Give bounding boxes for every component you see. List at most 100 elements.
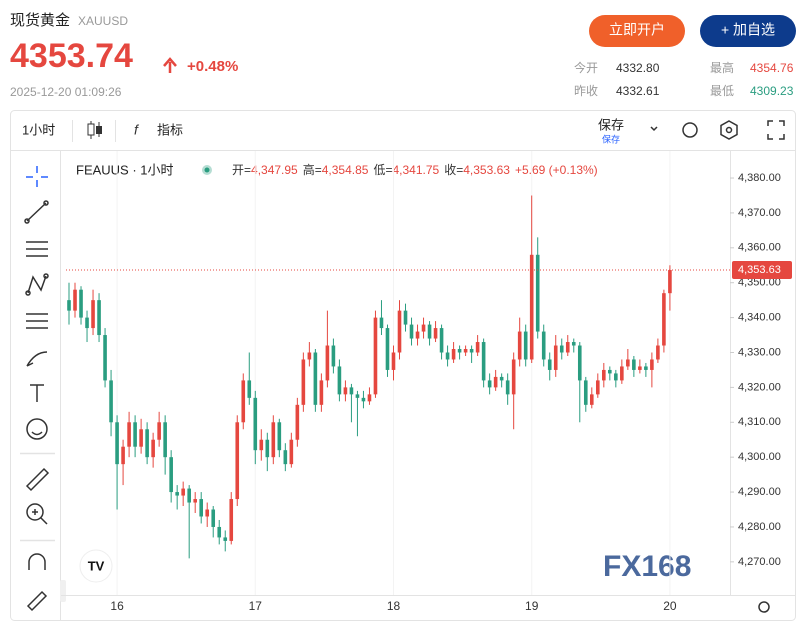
y-tick-label: 4,290.00 — [738, 486, 781, 498]
candle-body — [523, 331, 528, 360]
candle-body — [463, 349, 468, 353]
symbol: XAUUSD — [78, 14, 128, 28]
y-tick-label: 4,320.00 — [738, 381, 781, 393]
candle-body — [253, 397, 258, 451]
candle-body — [608, 369, 612, 374]
candle-body — [529, 254, 534, 360]
svg-text:TV: TV — [88, 558, 105, 573]
axis-settings-icon[interactable] — [758, 601, 770, 613]
candle-body — [289, 439, 294, 465]
candle-body — [451, 349, 456, 360]
fullscreen-icon[interactable] — [767, 120, 785, 140]
candle-body — [445, 352, 450, 360]
settings-icon[interactable] — [720, 120, 738, 140]
candle-body — [199, 499, 204, 517]
y-tick-label: 4,350.00 — [738, 277, 781, 289]
candle-body — [415, 331, 420, 339]
last-price-box — [732, 261, 792, 280]
candle-body — [139, 429, 143, 447]
candle-body — [133, 422, 137, 447]
candle-body — [163, 422, 167, 458]
candle-body — [79, 289, 83, 318]
candle-body — [662, 293, 666, 346]
candle-body — [91, 300, 95, 329]
candle-body — [650, 359, 654, 370]
candle-body — [115, 422, 119, 465]
candle-body — [205, 509, 210, 517]
stat-label: 最低 — [710, 84, 734, 98]
candle-body — [103, 335, 107, 381]
stat-label: 昨收 — [574, 84, 598, 98]
candle-body — [277, 422, 282, 451]
open-account-label[interactable]: 立即开户 — [609, 22, 665, 38]
candle-body — [211, 509, 216, 527]
candle-body — [505, 380, 510, 395]
y-tick-label: 4,270.00 — [738, 556, 781, 568]
y-tick-label: 4,330.00 — [738, 346, 781, 358]
price: 4353.74 — [10, 37, 133, 75]
candle-body — [541, 331, 546, 360]
y-tick-label: 4,340.00 — [738, 312, 781, 324]
candle-body — [565, 342, 570, 353]
stat-value: 4309.23 — [750, 84, 794, 98]
x-tick-label: 16 — [110, 599, 124, 613]
candle-body — [433, 328, 438, 339]
fx-icon[interactable]: f — [134, 122, 140, 138]
candle-body — [97, 300, 101, 336]
candle-body — [475, 342, 480, 353]
interval[interactable]: 1小时 — [22, 122, 55, 137]
candle-body — [668, 270, 672, 294]
x-tick-label: 20 — [663, 599, 677, 613]
candle-body — [259, 439, 264, 451]
candle-body — [397, 310, 402, 353]
candle-body — [301, 359, 306, 405]
legend-value: 4,347.95 — [251, 163, 298, 177]
candle-body — [409, 324, 414, 339]
candle-body — [602, 369, 606, 381]
candle-body — [283, 450, 288, 465]
watchlist-label[interactable]: + 加自选 — [721, 22, 775, 38]
candle-body — [187, 488, 191, 503]
candle-body — [427, 324, 432, 339]
candle-body — [241, 380, 246, 423]
dropdown-icon[interactable] — [650, 126, 658, 132]
candle-type-icon[interactable] — [87, 121, 102, 139]
candle-body — [638, 366, 642, 370]
candle-body — [265, 439, 270, 458]
candle-body — [181, 488, 185, 496]
open-account-button[interactable] — [589, 15, 685, 47]
candle-body — [145, 429, 149, 458]
candle-body — [583, 380, 588, 405]
plot-area — [67, 151, 672, 595]
watchlist-button[interactable] — [700, 15, 796, 47]
x-tick-label: 19 — [525, 599, 539, 613]
candle-body — [307, 352, 312, 360]
save-status: 保存 — [602, 133, 620, 144]
candle-body — [656, 345, 660, 360]
legend-value: 4,354.85 — [322, 163, 369, 177]
candle-body — [127, 422, 131, 447]
candle-body — [595, 380, 600, 395]
title: 现货黄金 — [10, 12, 70, 29]
collapse-handle[interactable] — [60, 580, 66, 602]
candle-body — [349, 387, 354, 395]
candle-body — [547, 359, 552, 370]
candle-body — [343, 387, 348, 395]
candle-body — [73, 289, 77, 311]
candle-body — [331, 345, 336, 367]
candle-body — [175, 492, 179, 496]
replay-icon[interactable] — [682, 122, 698, 138]
candle-body — [169, 457, 173, 493]
candle-body — [217, 526, 222, 538]
candle-body — [385, 328, 390, 370]
indicators[interactable]: 指标 — [157, 122, 183, 137]
drawing-tools[interactable] — [20, 166, 55, 612]
candle-body — [361, 397, 366, 402]
legend-label: 高= — [303, 162, 322, 177]
candle-body — [295, 404, 300, 440]
y-tick-label: 4,370.00 — [738, 207, 781, 219]
x-tick-label: 18 — [387, 599, 401, 613]
save[interactable]: 保存 — [598, 117, 624, 132]
